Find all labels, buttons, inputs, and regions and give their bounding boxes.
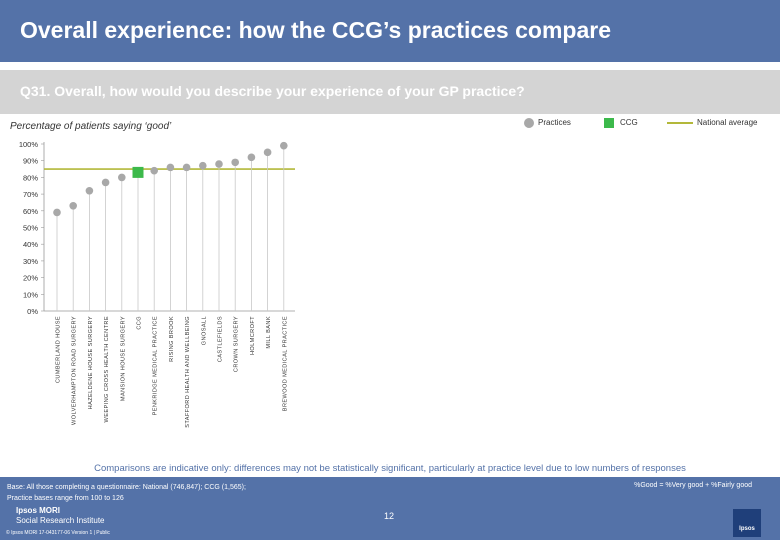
logo-line-1: Ipsos MORI	[16, 506, 61, 515]
base-line-2: Practice bases range from 100 to 126	[7, 495, 124, 502]
ipsos-logo: Ipsos MORI Social Research Institute	[16, 506, 105, 526]
good-definition: %Good = %Very good + %Fairly good	[634, 482, 752, 489]
category-label: GNOSALL	[201, 316, 207, 345]
practice-marker	[247, 153, 256, 162]
category-label: HAZELDENE HOUSE SURGERY	[88, 316, 94, 409]
y-tick-label: 0%	[27, 307, 38, 316]
category-label: CROWN SURGERY	[234, 316, 240, 372]
practice-marker	[118, 173, 126, 182]
question-text: Q31. Overall, how would you describe you…	[20, 83, 525, 99]
practice-marker-icon	[524, 118, 534, 128]
category-label: CUMBERLAND HOUSE	[56, 316, 62, 383]
footer-bar	[0, 477, 780, 540]
category-label: MILL BANK	[266, 316, 272, 349]
y-tick-label: 40%	[23, 240, 38, 249]
practice-marker	[69, 201, 77, 210]
practice-marker	[199, 161, 207, 170]
y-tick-label: 60%	[23, 207, 38, 216]
page-title: Overall experience: how the CCG’s practi…	[20, 17, 611, 43]
y-tick-label: 50%	[23, 224, 38, 233]
page-number: 12	[384, 511, 395, 521]
chart-subtitle: Percentage of patients saying ‘good’	[10, 121, 172, 132]
legend-practices-label: Practices	[538, 118, 571, 128]
practice-marker	[85, 186, 94, 195]
chart: 0% 10% 20% 30% 40% 50% 60% 70% 80% 90% 100% CUMBERL…	[19, 140, 295, 428]
national-line-icon	[667, 121, 693, 124]
category-label: MANSION HOUSE SURGERY	[120, 316, 126, 401]
question-bar: Q31. Overall, how would you describe you…	[0, 70, 780, 114]
copyright: © Ipsos MORI 17-043177-06 Version 1 | Pu…	[6, 530, 110, 536]
practice-marker	[280, 141, 288, 150]
practice-marker	[182, 163, 191, 172]
y-tick-label: 30%	[23, 257, 38, 266]
legend-ccg: CCG	[604, 118, 638, 128]
legend-ccg-label: CCG	[620, 118, 638, 128]
base-line-1: Base: All those completing a questionnai…	[7, 484, 246, 491]
y-tick-label: 90%	[23, 157, 38, 166]
category-label: CASTLEFIELDS	[218, 316, 224, 362]
ipsos-badge-icon: Ipsos	[733, 509, 761, 537]
category-label: CCG	[137, 316, 143, 330]
practice-marker	[263, 148, 272, 157]
legend-national-label: National average	[697, 118, 758, 127]
ccg-marker-icon	[604, 118, 614, 128]
y-tick-label: 70%	[23, 190, 38, 199]
category-label: RISING BROOK	[169, 316, 175, 362]
base-text: Base: All those completing a questionnai…	[7, 482, 367, 504]
category-label: HOLMCROFT	[250, 316, 256, 355]
category-label: PENKRIDGE MEDICAL PRACTICE	[153, 316, 159, 415]
y-tick-label: 20%	[23, 274, 38, 283]
category-label: BREWOOD MEDICAL PRACTICE	[282, 316, 288, 411]
title-bar: Overall experience: how the CCG’s practi…	[0, 0, 780, 62]
y-tick-label: 80%	[23, 173, 38, 182]
ccg-marker	[132, 166, 144, 178]
category-label: STAFFORD HEALTH AND WELLBEING	[185, 316, 191, 428]
practice-marker	[231, 158, 239, 167]
practice-marker	[150, 166, 158, 175]
badge-text: Ipsos	[739, 526, 755, 532]
legend-practices: Practices	[524, 118, 571, 128]
category-label: WOLVERHAMPTON ROAD SURGERY	[72, 316, 78, 425]
practice-marker	[215, 160, 223, 168]
legend-national: National average	[667, 118, 757, 127]
practice-marker	[101, 178, 110, 187]
y-tick-label: 10%	[23, 290, 38, 299]
practice-marker	[166, 163, 175, 172]
logo-line-2: Social Research Institute	[16, 516, 105, 525]
category-label: WEEPING CROSS HEALTH CENTRE	[104, 316, 110, 422]
practice-marker	[53, 208, 61, 217]
footnote: Comparisons are indicative only: differe…	[94, 463, 686, 474]
y-tick-label: 100%	[19, 140, 39, 149]
